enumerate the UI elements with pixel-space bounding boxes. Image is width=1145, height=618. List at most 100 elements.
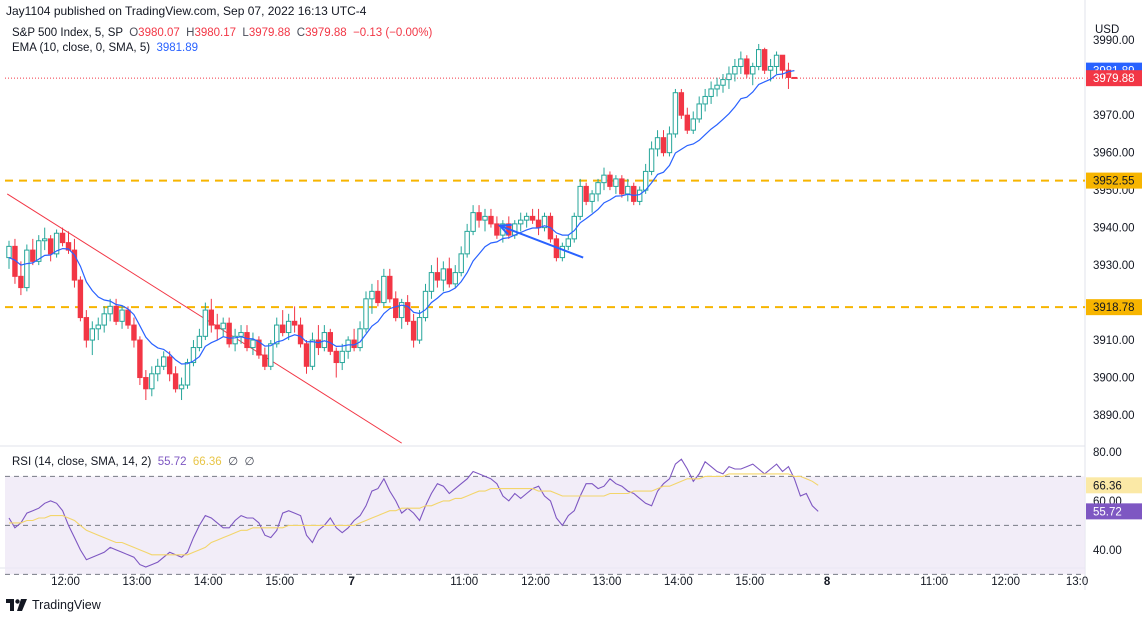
ohlc-low: 3979.88 (248, 27, 291, 39)
rsi-label: RSI (14, close, SMA, 14, 2) (12, 456, 152, 468)
candle-body (119, 309, 125, 322)
candle-body (458, 253, 464, 274)
price-tick-label: 3900.00 (1093, 373, 1135, 385)
candle-body (262, 354, 268, 367)
time-tick-label: 13:00 (593, 576, 622, 588)
candle-body (59, 232, 66, 244)
ohlc-close-label: C (296, 27, 306, 39)
candle-body (738, 58, 744, 67)
candle-body (143, 377, 149, 390)
candle-body (53, 232, 60, 255)
candle-body (672, 92, 679, 135)
candle-body (535, 219, 542, 229)
tradingview-brand[interactable]: TradingView (6, 598, 101, 612)
candle-body (244, 332, 250, 349)
candle-body (416, 317, 423, 341)
price-tick-label: 3990.00 (1093, 35, 1135, 47)
candle-body (238, 332, 244, 337)
candle-body (381, 275, 387, 304)
candle-body (470, 212, 476, 232)
candle-body (523, 215, 530, 221)
ema-legend[interactable]: EMA (10, close, 0, SMA, 5) 3981.89 (12, 42, 198, 54)
candle-body (184, 362, 191, 386)
candle-body (226, 322, 232, 345)
candle-body (291, 320, 298, 326)
rsi-value: 55.72 (157, 456, 187, 468)
candle-body (297, 324, 304, 345)
candle-body (720, 79, 726, 86)
candle-body (678, 92, 685, 116)
candle-body (309, 339, 316, 367)
candle-body (256, 339, 262, 356)
candle-body (232, 335, 238, 345)
candle-body (779, 54, 786, 71)
candle-body (773, 54, 780, 67)
candle-body (18, 275, 24, 289)
candle-body (583, 185, 589, 202)
candle-body (369, 290, 375, 300)
price-badge-label: 3918.78 (1093, 302, 1135, 314)
ohlc-high: 3980.17 (194, 27, 237, 39)
candle-body (791, 76, 798, 79)
candle-body (434, 272, 441, 281)
price-tick-label: 3970.00 (1093, 110, 1135, 122)
candle-body (357, 328, 363, 349)
time-tick-label: 12:00 (991, 576, 1020, 588)
candle-body (619, 178, 625, 195)
candle-body (494, 223, 500, 236)
candle-body (71, 249, 78, 281)
price-tick-label: 3930.00 (1093, 260, 1135, 272)
time-tick-label: 12:00 (51, 576, 80, 588)
rsi-line (8, 458, 819, 568)
candle-body (660, 137, 667, 154)
candle-body (220, 322, 226, 330)
candle-body (756, 49, 762, 67)
price-tick-label: 3960.00 (1093, 148, 1135, 160)
price-badge (1086, 172, 1142, 189)
candle-body (36, 240, 42, 262)
candle-body (714, 84, 720, 90)
candle-body (708, 88, 714, 97)
candle-body (732, 65, 738, 75)
candle-body (131, 324, 137, 341)
candle-body (196, 335, 203, 349)
candle-body (30, 249, 36, 262)
time-tick-label: 14:00 (664, 576, 693, 588)
candle-body (6, 245, 12, 259)
candle-body (268, 343, 274, 367)
candle-body (178, 384, 185, 390)
time-tick-label: 8 (824, 576, 831, 588)
candle-body (172, 373, 179, 390)
arrow-shaft (499, 224, 584, 259)
candle-body (89, 328, 95, 341)
candle-body (410, 320, 417, 341)
rsi-tick-label: 40.00 (1093, 545, 1122, 557)
candle-body (571, 215, 577, 240)
candle-body (589, 193, 595, 202)
candle-body (613, 178, 619, 187)
candle-body (387, 275, 393, 300)
candle-body (166, 356, 173, 375)
symbol-legend[interactable]: S&P 500 Index, 5, SP O3980.07 H3980.17 L… (12, 27, 432, 39)
rsi-sma-line (9, 473, 819, 556)
candle-body (202, 309, 209, 337)
candle-body (684, 114, 690, 131)
candle-body (363, 298, 369, 330)
time-tick-label: 13:0 (1066, 576, 1088, 588)
publisher-line: Jay1104 published on TradingView.com, Se… (6, 4, 367, 18)
time-tick-label: 11:00 (450, 576, 478, 588)
candle-body (333, 350, 339, 364)
candle-body (601, 174, 607, 184)
candle-body (65, 242, 72, 251)
price-badge (1086, 299, 1142, 316)
rsi-legend[interactable]: RSI (14, close, SMA, 14, 2) 55.72 66.36 … (12, 454, 255, 468)
ohlc-low-label: L (242, 27, 249, 39)
candle-body (761, 49, 768, 71)
candle-body (648, 148, 655, 172)
candle-body (321, 332, 328, 349)
candle-body (785, 69, 792, 78)
candle-body (488, 215, 494, 225)
candle-body (101, 313, 107, 326)
rsi-badge (1086, 503, 1142, 520)
